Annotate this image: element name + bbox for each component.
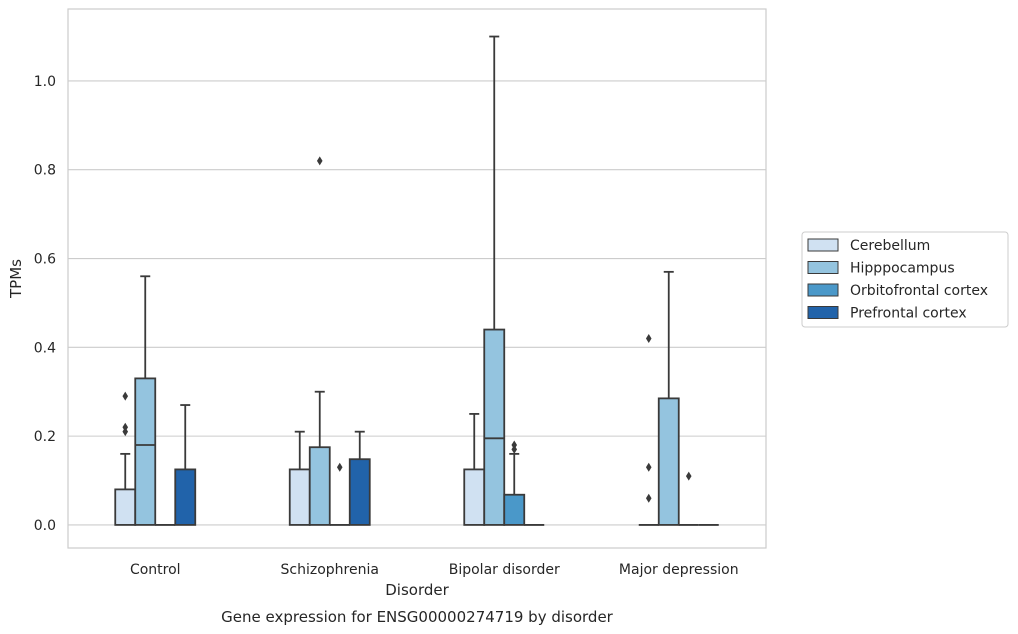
legend-label: Prefrontal cortex — [850, 306, 967, 322]
box-body — [174, 468, 197, 526]
legend-label: Hipppocampus — [850, 261, 955, 277]
outlier-point — [122, 422, 129, 432]
x-axis-label: Disorder — [385, 581, 449, 599]
chart-caption: Gene expression for ENSG00000274719 by d… — [221, 608, 614, 626]
legend-swatch — [807, 306, 839, 319]
box-body — [308, 446, 331, 526]
box-orbitofrontal-cortex — [329, 462, 350, 526]
box-body — [134, 377, 157, 526]
box-hipppocampus — [657, 270, 680, 526]
y-tick-label: 0.6 — [34, 252, 56, 268]
box-hipppocampus — [308, 156, 331, 526]
legend-frame — [801, 231, 1009, 328]
legend: Cerebellum Hipppocampus Orbitofrontal cort… — [801, 231, 1009, 328]
legend-swatch — [807, 283, 839, 297]
box-body — [114, 488, 137, 526]
box-body — [348, 458, 371, 526]
legend-label: Orbitofrontal cortex — [850, 283, 988, 299]
y-tick-labels: 0.0 0.2 0.4 0.6 0.8 1.0 — [34, 74, 56, 534]
y-tick-label: 0.4 — [34, 340, 56, 356]
x-tick-label: Bipolar disorder — [449, 562, 560, 578]
box-prefrontal-cortex — [348, 430, 371, 526]
x-tick-label: Schizophrenia — [281, 562, 379, 578]
outlier-point — [645, 333, 652, 343]
x-tick-label: Control — [130, 562, 181, 578]
y-axis-label: TPMs — [7, 259, 25, 299]
boxes-layer — [114, 35, 719, 526]
box-prefrontal-cortex — [174, 404, 197, 526]
box-orbitofrontal-cortex — [503, 440, 526, 526]
outlier-point — [122, 391, 129, 401]
plot-frame — [67, 8, 767, 549]
y-tick-label: 0.0 — [34, 518, 56, 534]
outlier-point — [336, 462, 343, 472]
x-tick-labels: Control Schizophrenia Bipolar disorder Majo… — [130, 562, 739, 578]
legend-label: Cerebellum — [850, 238, 930, 254]
outlier-point — [316, 156, 323, 166]
box-hipppocampus — [483, 35, 506, 526]
box-orbitofrontal-cortex — [678, 471, 699, 526]
box-cerebellum — [114, 391, 137, 526]
legend-swatch — [807, 238, 839, 252]
outlier-point — [685, 471, 692, 481]
box-body — [483, 328, 506, 526]
box-body — [463, 468, 486, 526]
box-body — [288, 468, 311, 526]
box-body — [657, 397, 680, 526]
outlier-point — [645, 462, 652, 472]
legend-swatch — [807, 261, 839, 274]
outlier-point — [645, 493, 652, 503]
y-tick-label: 0.2 — [34, 429, 56, 445]
box-hipppocampus — [134, 275, 157, 526]
box-body — [503, 493, 526, 526]
box-cerebellum — [638, 333, 659, 526]
x-tick-label: Major depression — [619, 562, 739, 578]
outlier-point — [511, 440, 518, 450]
y-tick-label: 0.8 — [34, 163, 56, 179]
y-tick-label: 1.0 — [34, 74, 56, 90]
